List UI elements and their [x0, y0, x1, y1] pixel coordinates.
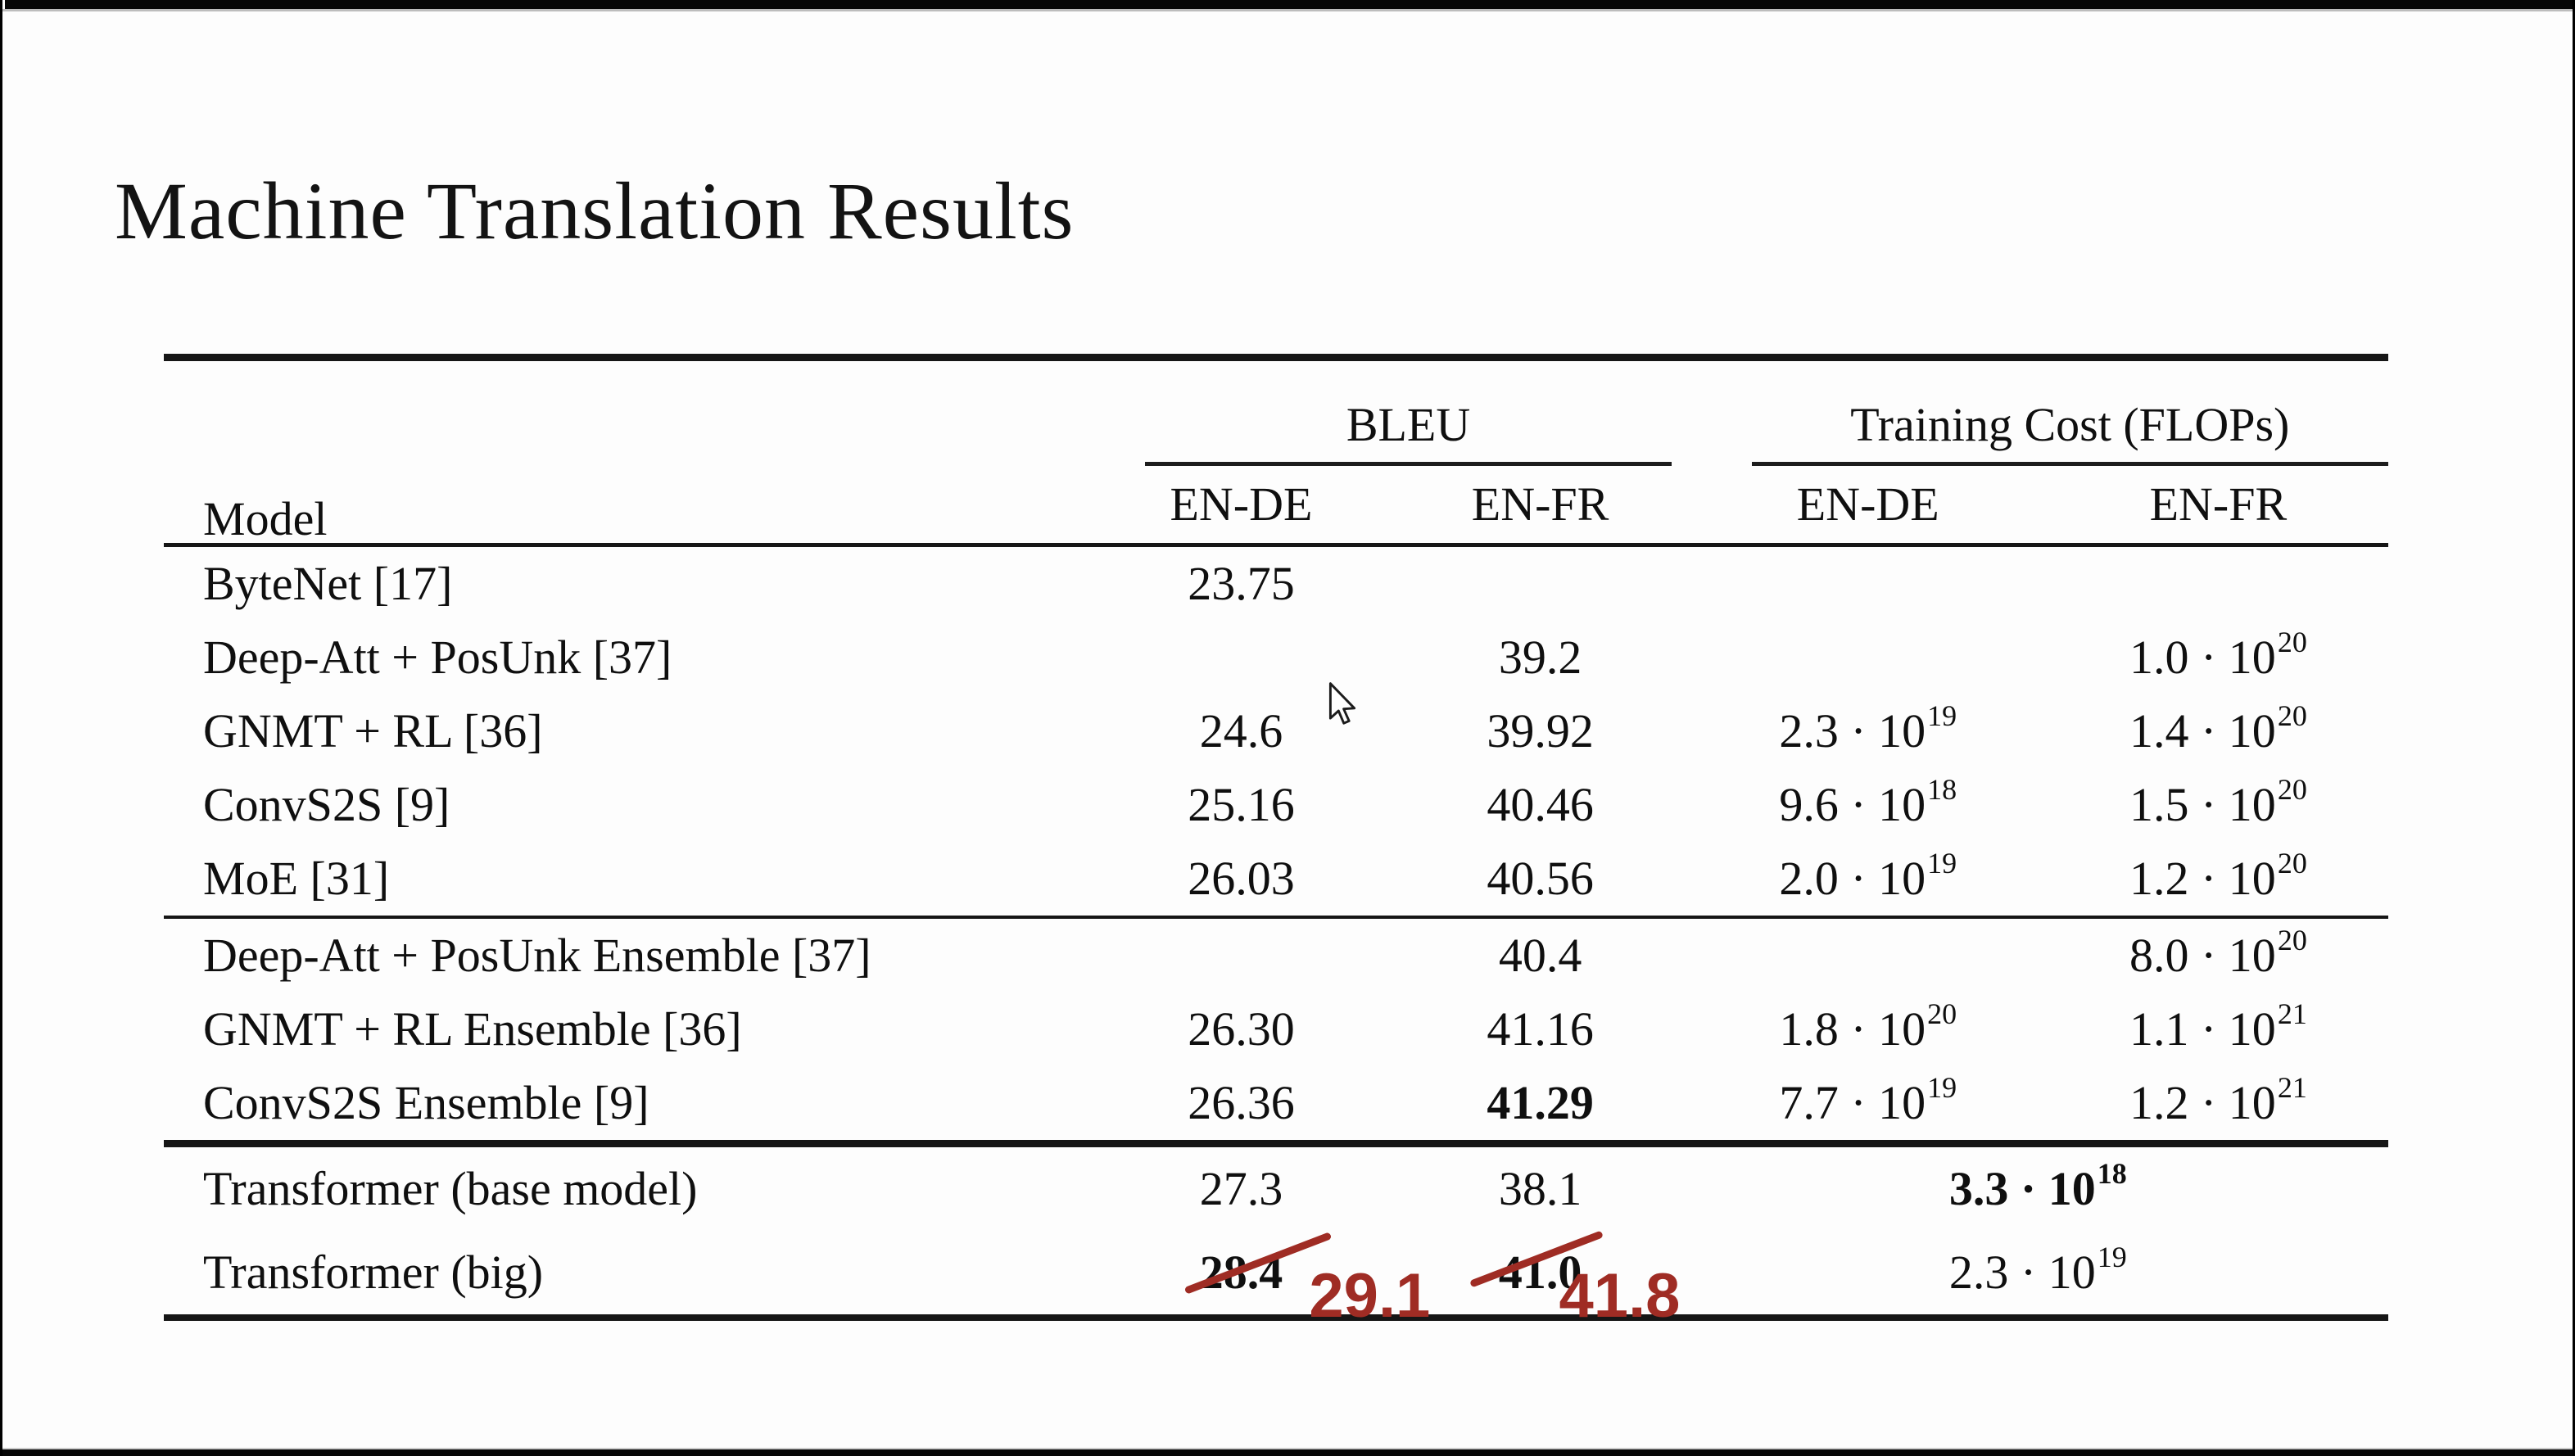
- bleu-value: 40.46: [1487, 778, 1594, 831]
- cost-cell: 8.0 · 1020: [2129, 924, 2307, 982]
- bleu-value: 39.92: [1487, 704, 1594, 757]
- model-cell: Transformer (big): [203, 1246, 544, 1299]
- table-row: ConvS2S [9] 25.16 40.46 9.6 · 1018 1.5 · 102…: [164, 768, 2388, 842]
- cost-cell: 9.6 · 1018: [1779, 773, 1957, 831]
- table-group-1: ByteNet [17] 23.75 Deep-Att + PosUnk [37] 3…: [164, 545, 2388, 918]
- bleu-value: 40.4: [1498, 929, 1582, 982]
- bleu-cell: 40.4: [1393, 917, 1688, 993]
- cost-cell: [2048, 545, 2388, 622]
- training-cost-group-label: Training Cost (FLOPs): [1850, 398, 2290, 451]
- bleu-cell: 41.16: [1393, 993, 1688, 1066]
- cost-cell: [1688, 917, 2048, 993]
- model-cell: ByteNet [17]: [203, 557, 453, 610]
- cost-cell: 3.3 · 1018: [1948, 1157, 2127, 1215]
- handwritten-correction: 41.8: [1559, 1261, 1681, 1331]
- cost-cell: 1.2 · 1021: [2129, 1071, 2307, 1129]
- bleu-group-label: BLEU: [1346, 398, 1471, 451]
- column-group-training-cost: Training Cost (FLOPs): [1688, 358, 2388, 466]
- table-group-3: Transformer (base model) 27.3 38.1 3.3 · 10…: [164, 1143, 2388, 1327]
- bleu-value: 26.03: [1188, 852, 1295, 905]
- model-cell: Transformer (base model): [203, 1162, 698, 1215]
- handwritten-correction: 29.1: [1309, 1261, 1431, 1331]
- column-subheader-en-fr: EN-FR: [2149, 477, 2288, 531]
- column-subheader-en-de: EN-DE: [1170, 477, 1313, 531]
- cost-cell: 1.1 · 1021: [2129, 997, 2307, 1056]
- cost-cell: 1.8 · 1020: [1779, 997, 1957, 1056]
- cost-cell: 1.5 · 1020: [2129, 773, 2307, 831]
- table-row: ConvS2S Ensemble [9] 26.36 41.29 7.7 · 1019…: [164, 1066, 2388, 1144]
- model-cell: ConvS2S [9]: [203, 778, 450, 831]
- bleu-cell: 40.46: [1393, 768, 1688, 842]
- table-row: Transformer (big) 28.429.141.041.8 2.3 · 1…: [164, 1230, 2388, 1327]
- bleu-cell: 41.0 41.8: [1393, 1230, 1688, 1327]
- model-cell: Deep-Att + PosUnk Ensemble [37]: [203, 929, 871, 982]
- table-row: GNMT + RL [36] 24.6 39.92 2.3 · 1019 1.4 · 1…: [164, 694, 2388, 768]
- table-header: Model BLEU Training Cost (FLOPs) EN-DE EN…: [164, 358, 2388, 545]
- bleu-cell: 24.6: [1089, 694, 1392, 768]
- model-cell: GNMT + RL Ensemble [36]: [203, 1002, 742, 1056]
- table-row: Deep-Att + PosUnk Ensemble [37] 40.4 8.0 ·…: [164, 917, 2388, 993]
- bleu-cell: 23.75: [1089, 545, 1392, 622]
- table-row: Deep-Att + PosUnk [37] 39.2 1.0 · 1020: [164, 621, 2388, 694]
- bleu-value: 24.6: [1199, 704, 1283, 757]
- cost-cell: 2.3 · 1019: [1779, 699, 1957, 757]
- bleu-cell: 26.30: [1089, 993, 1392, 1066]
- group-header-row: Model BLEU Training Cost (FLOPs): [164, 358, 2388, 543]
- bleu-value: 23.75: [1188, 557, 1295, 610]
- bleu-cell: 25.16: [1089, 768, 1392, 842]
- bottom-hairline: [0, 1448, 2575, 1449]
- bleu-cell: 26.03: [1089, 842, 1392, 917]
- bleu-value: 39.2: [1498, 631, 1582, 684]
- results-table: Model BLEU Training Cost (FLOPs) EN-DE EN…: [164, 354, 2388, 1327]
- bleu-value: 38.1: [1498, 1162, 1582, 1215]
- column-subheader-en-de: EN-DE: [1796, 477, 1939, 531]
- model-cell: MoE [31]: [203, 852, 390, 905]
- cost-cell: 1.0 · 1020: [2129, 626, 2307, 684]
- screen-bottom-bar: [0, 1449, 2575, 1456]
- top-hairline: [0, 9, 2575, 11]
- bleu-cell: 39.92: [1393, 694, 1688, 768]
- bleu-value: 26.36: [1188, 1076, 1295, 1129]
- bleu-cell: 26.36: [1089, 1066, 1392, 1144]
- cost-cell: 2.0 · 1019: [1779, 847, 1957, 905]
- slide-title: Machine Translation Results: [115, 165, 1075, 256]
- table-row: Transformer (base model) 27.3 38.1 3.3 · 10…: [164, 1144, 2388, 1232]
- bleu-value: 40.56: [1487, 852, 1594, 905]
- bleu-cell: 27.3: [1089, 1144, 1392, 1232]
- model-cell: ConvS2S Ensemble [9]: [203, 1076, 649, 1129]
- mouse-cursor: [1328, 682, 1356, 725]
- subheader-row: EN-DE EN-FR EN-DE EN-FR: [164, 466, 2388, 545]
- bleu-value: 26.30: [1188, 1002, 1295, 1056]
- cost-cell: [1688, 621, 2048, 694]
- bleu-cell: 40.56: [1393, 842, 1688, 917]
- table-row: MoE [31] 26.03 40.56 2.0 · 1019 1.2 · 1020: [164, 842, 2388, 917]
- screen-top-bar: [5, 0, 2575, 9]
- column-header-model: Model: [203, 492, 328, 545]
- screen-left-border: [0, 0, 2, 1456]
- bleu-cell: [1089, 917, 1392, 993]
- table-group-2: Deep-Att + PosUnk Ensemble [37] 40.4 8.0 ·…: [164, 917, 2388, 1144]
- bleu-value: 41.29: [1487, 1076, 1594, 1129]
- bleu-cell: 38.1: [1393, 1144, 1688, 1232]
- table-row: GNMT + RL Ensemble [36] 26.30 41.16 1.8 · 1…: [164, 993, 2388, 1066]
- cost-cell: 2.3 · 1019: [1948, 1241, 2127, 1299]
- table-row: ByteNet [17] 23.75: [164, 545, 2388, 622]
- column-group-bleu: BLEU: [1089, 358, 1687, 466]
- bleu-value: 25.16: [1188, 778, 1295, 831]
- bleu-cell: [1393, 545, 1688, 622]
- cost-cell: [1688, 545, 2048, 622]
- cost-cell: 1.2 · 1020: [2129, 847, 2307, 905]
- bleu-cell: 41.29: [1393, 1066, 1688, 1144]
- column-subheader-en-fr: EN-FR: [1471, 477, 1609, 531]
- bleu-value: 27.3: [1199, 1162, 1283, 1215]
- model-cell: Deep-Att + PosUnk [37]: [203, 631, 672, 684]
- bleu-value: 41.16: [1487, 1002, 1594, 1056]
- model-cell: GNMT + RL [36]: [203, 704, 543, 757]
- screen-right-border: [2573, 0, 2575, 1456]
- bleu-cell: 28.429.1: [1089, 1231, 1430, 1327]
- cost-cell: 7.7 · 1019: [1779, 1071, 1957, 1129]
- cost-cell: 1.4 · 1020: [2129, 699, 2307, 757]
- bleu-cell: 39.2: [1393, 621, 1688, 694]
